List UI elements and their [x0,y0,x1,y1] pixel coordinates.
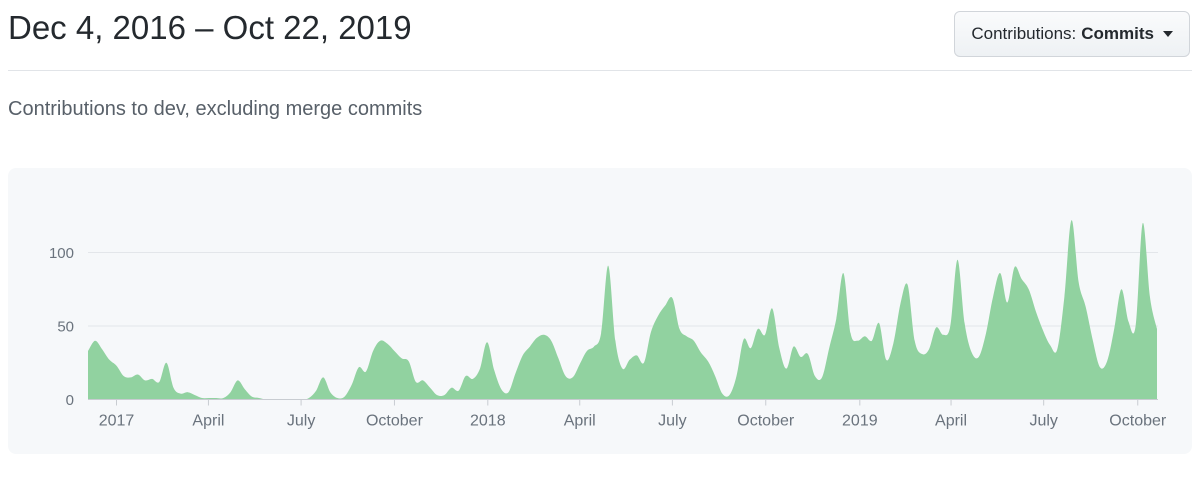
chart-subtitle: Contributions to dev, excluding merge co… [8,98,423,120]
y-axis-label: 0 [66,392,74,409]
contributions-filter-button[interactable]: Contributions: Commits [954,11,1190,57]
filter-prefix-label: Contributions: [971,24,1077,43]
commits-area-chart[interactable]: 0 50 100 2017 April July October 2018 April July O… [8,168,1192,454]
x-axis-label: 2018 [470,413,506,430]
y-axis-label: 100 [49,245,74,262]
header: Dec 4, 2016 – Oct 22, 2019 Contributions… [8,7,1192,57]
x-axis-label: 2019 [842,413,878,430]
filter-selected-value: Commits [1081,24,1154,43]
x-axis-label: April [564,413,596,430]
contributors-graph-page: Dec 4, 2016 – Oct 22, 2019 Contributions… [0,7,1200,454]
dropdown-caret-icon [1163,31,1173,37]
x-axis-label: April [935,413,967,430]
y-axis-label: 50 [57,319,74,336]
page-title: Dec 4, 2016 – Oct 22, 2019 [8,9,412,46]
x-axis-label: October [1109,413,1167,430]
header-divider [8,70,1192,71]
x-axis-label: 2017 [99,413,135,430]
x-axis-label: July [287,413,315,430]
x-axis-label: July [1029,413,1057,430]
x-axis-label: October [366,413,424,430]
x-axis-label: July [658,413,686,430]
chart-card: 0 50 100 2017 April July October 2018 April July O… [8,168,1192,454]
commits-area-series [88,220,1157,400]
x-axis-label: April [192,413,224,430]
x-axis-label: October [737,413,795,430]
